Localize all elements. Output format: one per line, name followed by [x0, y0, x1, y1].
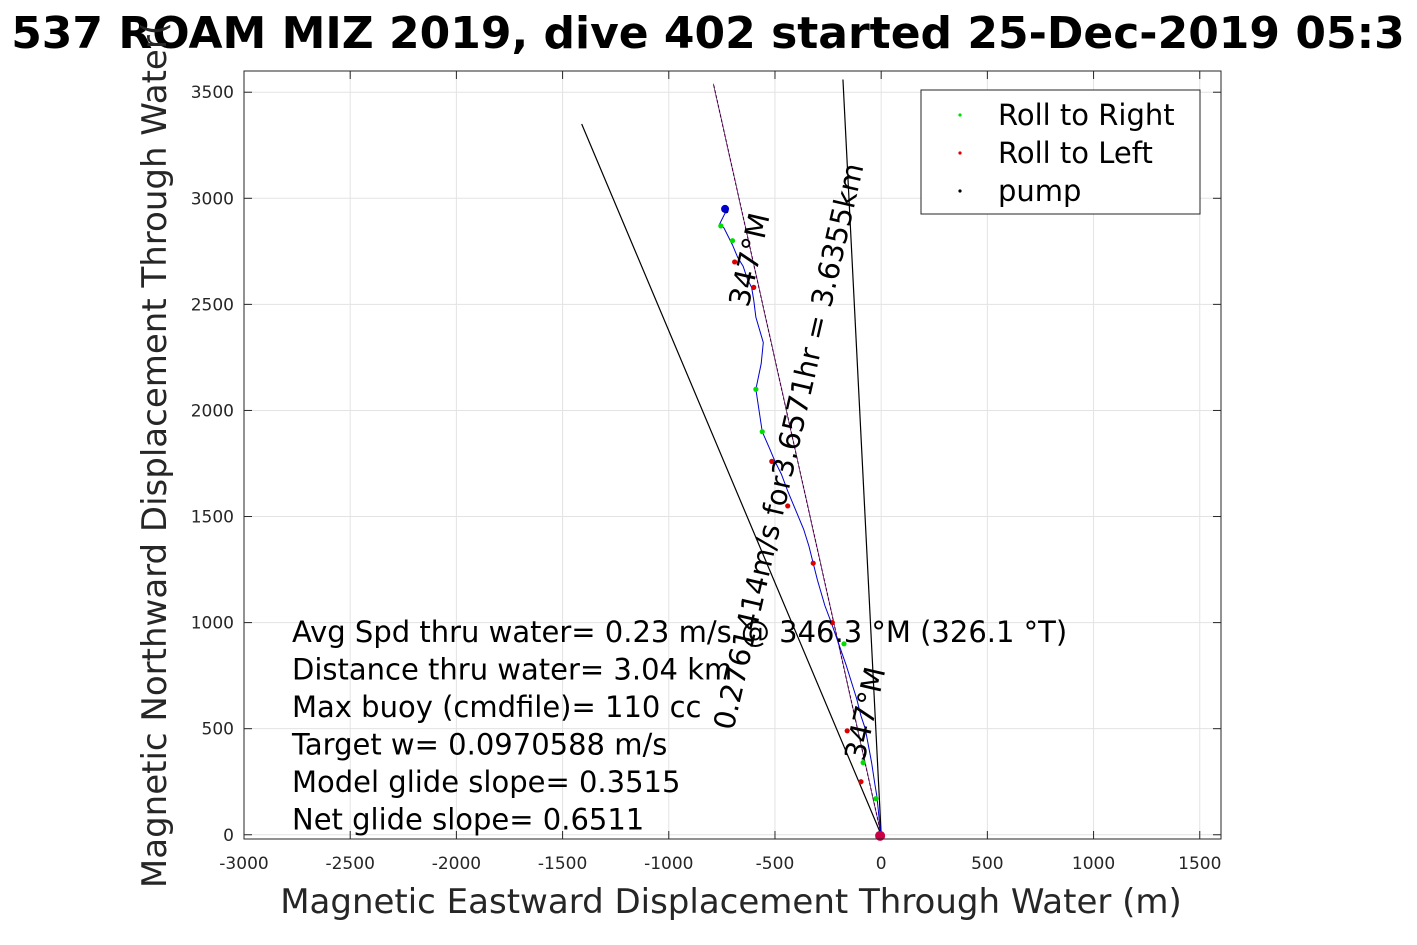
x-tick-label: 1000 — [1072, 854, 1115, 874]
x-tick-label: 0 — [876, 854, 887, 874]
legend: Roll to Right Roll to Left pump — [920, 89, 1201, 215]
roll-right-point — [718, 223, 724, 229]
y-tick-label: 3000 — [191, 189, 234, 209]
heading-reference-line — [713, 83, 882, 835]
roll-right-point — [860, 760, 866, 766]
roll-right-point — [759, 429, 765, 435]
legend-marker-pump — [958, 189, 962, 193]
roll-right-point — [873, 796, 879, 802]
chart-title: 537 ROAM MIZ 2019, dive 402 started 25-D… — [11, 8, 1405, 59]
legend-marker-roll-right — [958, 113, 962, 117]
cone-line — [581, 123, 882, 835]
roll-right-point — [753, 386, 759, 392]
y-tick-label: 0 — [223, 826, 234, 846]
roll-left-point — [829, 620, 835, 626]
stat-line: Distance thru water= 3.04 km — [292, 653, 732, 687]
y-tick-label: 2500 — [191, 295, 234, 315]
roll-right-point — [729, 238, 736, 244]
stat-line: Net glide slope= 0.6511 — [292, 803, 644, 837]
y-axis-label: Magnetic Northward Displacement Through … — [135, 22, 175, 888]
x-axis-label: Magnetic Eastward Displacement Through W… — [280, 882, 1182, 922]
stat-line: Target w= 0.0970588 m/s — [291, 728, 667, 762]
roll-left-point — [769, 458, 775, 464]
y-tick-label: 1000 — [191, 614, 234, 634]
roll-left-point — [751, 284, 757, 290]
x-tick-label: -2500 — [325, 854, 374, 874]
roll-left-point — [844, 728, 850, 734]
x-tick-label: 1500 — [1178, 854, 1221, 874]
roll-right-point — [841, 641, 847, 647]
x-tick-label: -1500 — [538, 854, 587, 874]
track-line — [719, 210, 882, 835]
stat-line: Model glide slope= 0.3515 — [292, 765, 680, 799]
series — [581, 79, 886, 841]
stat-line: Avg Spd thru water= 0.23 m/s @ 346.3 °M … — [292, 615, 1067, 649]
ticks: -3000 -2500 -2000 -1500 -1000 -500 0 500 1000 150… — [191, 71, 1221, 874]
x-tick-label: -3000 — [219, 854, 268, 874]
end-marker — [721, 204, 730, 213]
roll-left-point — [732, 259, 738, 265]
plot-frame — [243, 70, 1222, 840]
stats-text: Avg Spd thru water= 0.23 m/s @ 346.3 °M … — [291, 615, 1067, 837]
roll-left-point — [858, 779, 864, 785]
legend-marker-roll-left — [958, 151, 962, 155]
legend-label-roll-right: Roll to Right — [998, 98, 1175, 132]
y-tick-label: 1500 — [191, 508, 234, 528]
y-tick-label: 2000 — [191, 401, 234, 421]
roll-left-point — [785, 503, 791, 509]
legend-label-pump: pump — [998, 174, 1081, 208]
y-tick-label: 3500 — [191, 83, 234, 103]
x-tick-label: -2000 — [432, 854, 481, 874]
roll-left-point — [810, 560, 816, 566]
x-tick-label: -1000 — [644, 854, 693, 874]
legend-box — [920, 89, 1201, 215]
cone-line — [842, 79, 882, 835]
x-tick-label: 500 — [971, 854, 1003, 874]
y-tick-label: 500 — [202, 720, 234, 740]
x-tick-label: -500 — [756, 854, 795, 874]
stat-line: Max buoy (cmdfile)= 110 cc — [292, 690, 701, 724]
start-marker — [875, 830, 886, 841]
legend-label-roll-left: Roll to Left — [998, 136, 1153, 170]
